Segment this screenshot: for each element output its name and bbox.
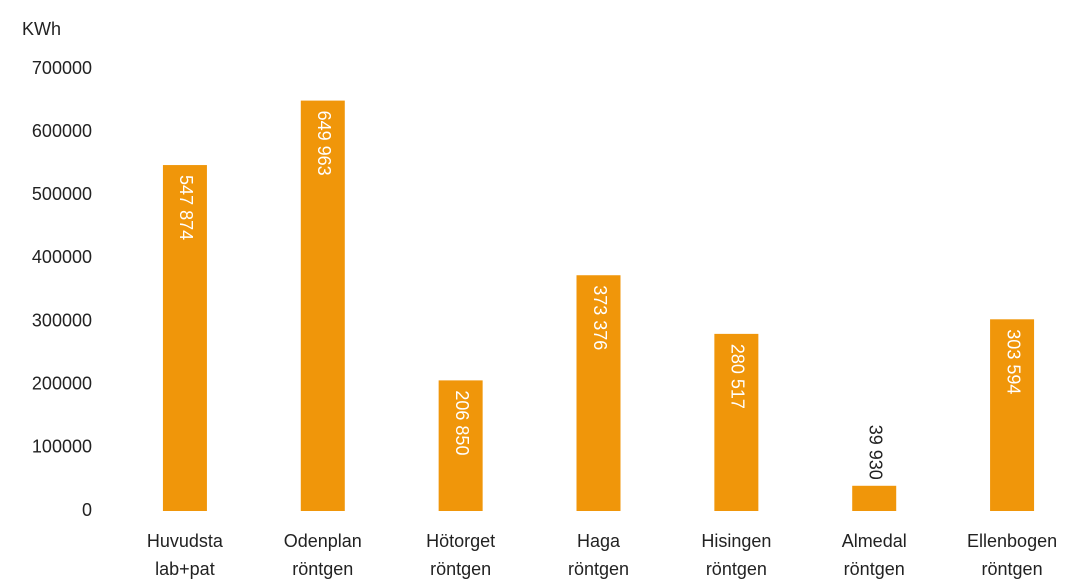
value-label: 303 594	[1003, 329, 1023, 394]
value-label: 280 517	[728, 344, 748, 409]
x-tick-label: Haga röntgen	[568, 531, 629, 579]
x-tick-label-line: lab+pat	[155, 559, 215, 579]
x-tick-label: Hötorget röntgen	[426, 531, 495, 579]
y-axis-label: KWh	[22, 19, 61, 39]
y-tick-label: 400000	[32, 247, 92, 267]
x-tick-label: Almedal röntgen	[842, 531, 907, 579]
x-tick-label-line: röntgen	[568, 559, 629, 579]
value-label: 547 874	[176, 175, 196, 240]
x-tick-label: Ellenbogen röntgen	[967, 531, 1057, 579]
y-tick-label: 0	[82, 500, 92, 520]
x-tick-label-line: Almedal	[842, 531, 907, 551]
bar	[438, 380, 483, 511]
value-label: 649 963	[314, 111, 334, 176]
y-tick-label: 200000	[32, 373, 92, 393]
bar	[852, 485, 897, 511]
x-tick-label-line: Ellenbogen	[967, 531, 1057, 551]
x-tick-label-line: röntgen	[982, 559, 1043, 579]
value-label: 206 850	[452, 390, 472, 455]
x-tick-label-line: röntgen	[430, 559, 491, 579]
y-tick-label: 300000	[32, 310, 92, 330]
y-tick-label: 600000	[32, 121, 92, 141]
x-tick-label-line: röntgen	[844, 559, 905, 579]
x-tick-label-line: Hisingen	[701, 531, 771, 551]
y-tick-label: 100000	[32, 437, 92, 457]
bar	[576, 275, 621, 511]
x-tick-label-line: Hötorget	[426, 531, 495, 551]
x-tick-label: Huvudsta lab+pat	[147, 531, 224, 579]
value-label: 39 930	[865, 425, 885, 480]
x-tick-label: Hisingen röntgen	[701, 531, 771, 579]
x-tick-label: Odenplan röntgen	[284, 531, 362, 579]
bar	[714, 333, 759, 511]
x-tick-label-line: Odenplan	[284, 531, 362, 551]
bar	[990, 319, 1035, 511]
y-tick-label: 700000	[32, 58, 92, 78]
x-tick-label-line: Huvudsta	[147, 531, 224, 551]
value-label: 373 376	[590, 285, 610, 350]
bar	[162, 165, 207, 511]
x-tick-label-line: röntgen	[706, 559, 767, 579]
x-tick-label-line: Haga	[577, 531, 621, 551]
y-tick-label: 500000	[32, 184, 92, 204]
x-tick-label-line: röntgen	[292, 559, 353, 579]
bar	[300, 100, 345, 511]
